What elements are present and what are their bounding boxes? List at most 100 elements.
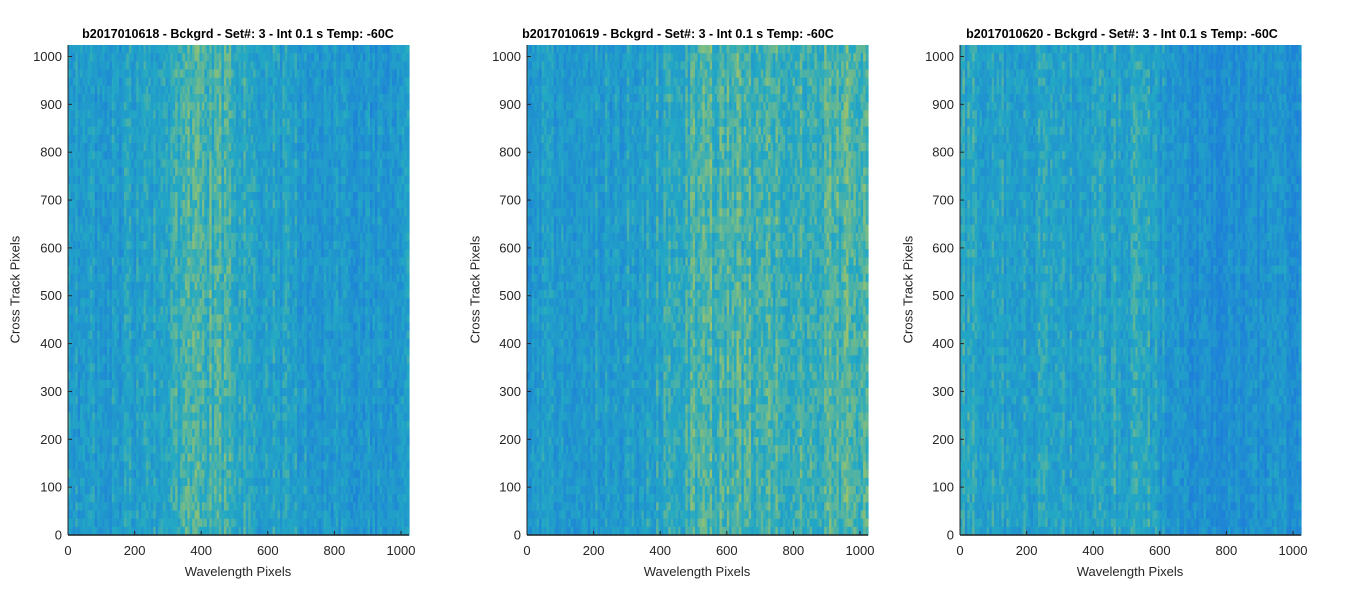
heatmap-cell <box>121 208 125 218</box>
heatmap-cell <box>180 510 184 520</box>
heatmap-cell <box>77 85 81 95</box>
heatmap-cell <box>150 330 154 340</box>
heatmap-cell <box>106 363 111 373</box>
heatmap-cell <box>119 134 123 144</box>
heatmap-cell <box>255 526 259 536</box>
heatmap-cell <box>148 445 152 454</box>
heatmap-cell <box>104 461 108 471</box>
heatmap-cell <box>114 77 118 87</box>
heatmap-cell <box>85 486 89 495</box>
heatmap-cell <box>243 371 247 381</box>
heatmap-cell <box>201 257 205 267</box>
heatmap-cell <box>155 404 159 414</box>
heatmap-cell <box>223 257 227 267</box>
heatmap-cell <box>133 428 137 438</box>
heatmap-cell <box>206 200 210 209</box>
heatmap-cell <box>75 355 79 365</box>
heatmap-cell <box>245 420 249 430</box>
heatmap-cell <box>162 347 167 356</box>
heatmap-cell <box>80 224 84 234</box>
heatmap-cell <box>216 224 220 234</box>
heatmap-cell <box>102 526 106 536</box>
heatmap-cell <box>245 518 249 528</box>
heatmap-cell <box>68 94 72 103</box>
heatmap-cell <box>265 224 269 234</box>
heatmap-cell <box>165 404 169 414</box>
heatmap-cell <box>236 281 240 291</box>
heatmap-cell <box>248 257 252 267</box>
heatmap-cell <box>72 192 76 201</box>
heatmap-cell <box>231 102 235 111</box>
heatmap-cell <box>153 94 157 103</box>
heatmap-cell <box>87 469 91 479</box>
heatmap-cell <box>158 159 162 169</box>
heatmap-cell <box>209 396 213 405</box>
heatmap-cell <box>216 249 220 258</box>
heatmap-cell <box>214 159 218 169</box>
heatmap-cell <box>160 420 164 430</box>
heatmap-cell <box>138 445 142 454</box>
heatmap-cell <box>85 102 89 111</box>
heatmap-cell <box>250 232 254 242</box>
heatmap-cell <box>80 53 84 62</box>
heatmap-cell <box>87 347 91 356</box>
heatmap-cell <box>172 461 176 471</box>
heatmap-cell <box>255 371 259 381</box>
heatmap-cell <box>184 118 188 128</box>
heatmap-cell <box>133 232 137 242</box>
heatmap-cell <box>253 347 257 356</box>
heatmap-cell <box>228 339 232 348</box>
heatmap-cell <box>133 363 137 373</box>
heatmap-cell <box>97 437 101 446</box>
heatmap-cell <box>155 208 159 218</box>
heatmap-cell <box>85 445 89 454</box>
heatmap-cell <box>80 151 84 160</box>
heatmap-cell <box>158 249 162 258</box>
heatmap-cell <box>82 241 86 250</box>
heatmap-cell <box>204 347 208 356</box>
heatmap-cell <box>116 183 120 193</box>
heatmap-cell <box>89 265 93 275</box>
heatmap-cell <box>214 330 218 340</box>
heatmap-cell <box>167 469 171 479</box>
heatmap-cell <box>204 151 208 160</box>
heatmap-cell <box>211 412 215 422</box>
heatmap-cell <box>160 143 164 152</box>
heatmap-cell <box>94 518 98 528</box>
heatmap-cell <box>216 355 220 365</box>
heatmap-cell <box>128 428 132 438</box>
heatmap-cell <box>148 118 152 128</box>
heatmap-cell <box>109 257 113 267</box>
heatmap-cell <box>136 396 140 405</box>
heatmap-cell <box>243 379 247 389</box>
heatmap-cell <box>162 151 167 160</box>
heatmap-cell <box>119 404 123 414</box>
heatmap-cell <box>85 322 89 332</box>
heatmap-cell <box>143 388 147 397</box>
heatmap-cell <box>68 200 72 209</box>
heatmap-cell <box>82 143 86 152</box>
heatmap-cell <box>180 167 184 177</box>
heatmap-cell <box>155 175 159 185</box>
heatmap-cell <box>182 510 186 520</box>
heatmap-cell <box>114 265 118 275</box>
heatmap-cell <box>201 437 205 446</box>
heatmap-cell <box>209 167 213 177</box>
heatmap-cell <box>250 183 254 193</box>
heatmap-cell <box>148 183 152 193</box>
heatmap-cell <box>199 461 203 471</box>
heatmap-cell <box>136 290 140 299</box>
heatmap-cell <box>260 102 264 111</box>
heatmap-cell <box>155 273 159 283</box>
heatmap-cell <box>226 249 230 258</box>
heatmap-cell <box>172 200 176 209</box>
heatmap-cell <box>104 379 108 389</box>
heatmap-cell <box>219 371 223 381</box>
heatmap-cell <box>228 94 232 103</box>
heatmap-cell <box>124 45 128 54</box>
heatmap-cell <box>226 61 230 71</box>
heatmap-cell <box>245 461 249 471</box>
heatmap-cell <box>201 281 205 291</box>
heatmap-cell <box>121 192 125 201</box>
heatmap-cell <box>121 306 125 316</box>
